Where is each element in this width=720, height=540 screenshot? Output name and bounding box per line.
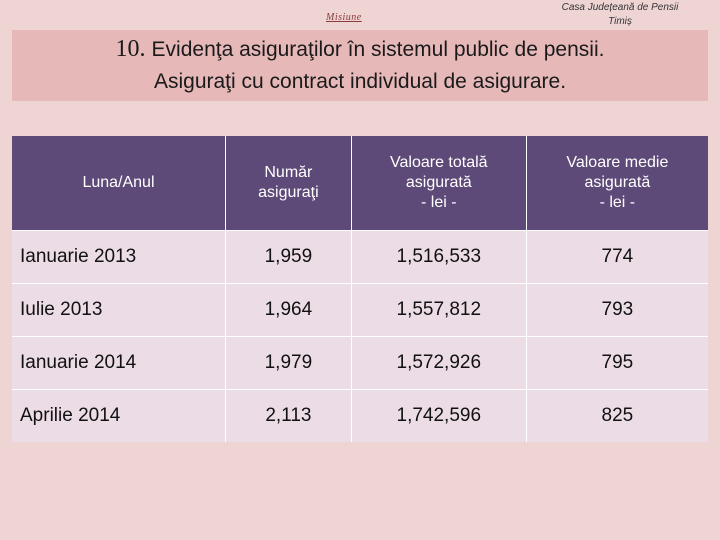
title-line-1: 10. Evidenţa asiguraţilor în sistemul pub… <box>12 36 708 63</box>
misiune-link[interactable]: Misiune <box>326 12 362 23</box>
cell-month: Ianuarie 2014 <box>12 336 226 390</box>
column-header-month: Luna/Anul <box>12 136 226 231</box>
cell-count: 1,964 <box>224 283 352 337</box>
cell-average: 825 <box>525 389 708 442</box>
column-header-count: Număr asiguraţi <box>224 136 352 231</box>
cell-month: Ianuarie 2013 <box>12 230 226 284</box>
table-row: Iulie 2013 1,964 1,557,812 793 <box>12 283 708 337</box>
cell-average: 793 <box>525 283 708 337</box>
header-line: Număr <box>264 164 313 181</box>
cell-month: Iulie 2013 <box>12 283 226 337</box>
header-line: Luna/Anul <box>82 174 155 191</box>
column-header-total: Valoare totală asigurată - lei - <box>350 136 527 231</box>
organization-name-line1: Casa Județeană de Pensii <box>561 2 679 13</box>
cell-total: 1,742,596 <box>350 389 527 442</box>
header-line: Valoare medie <box>566 154 669 171</box>
table-row: Aprilie 2014 2,113 1,742,596 825 <box>12 389 708 442</box>
cell-count: 1,979 <box>224 336 352 390</box>
header-line: - lei - <box>420 194 457 211</box>
header: Misiune Casa Județeană de Pensii Timiș <box>0 0 720 32</box>
header-line: asigurată <box>584 174 651 191</box>
column-header-average: Valoare medie asigurată - lei - <box>525 136 708 231</box>
section-number: 10. <box>115 36 146 62</box>
table-header-row: Luna/Anul Număr asiguraţi Valoare totală… <box>12 136 708 231</box>
cell-count: 2,113 <box>224 389 352 442</box>
cell-total: 1,557,812 <box>350 283 527 337</box>
cell-total: 1,572,926 <box>350 336 527 390</box>
title-banner: 10. Evidenţa asiguraţilor în sistemul pub… <box>12 30 708 101</box>
title-line-2: Asiguraţi cu contract individual de asig… <box>153 70 567 93</box>
header-line: asiguraţi <box>258 184 319 201</box>
insured-table: Luna/Anul Număr asiguraţi Valoare totală… <box>12 136 708 442</box>
title-text-1: Evidenţa asiguraţilor în sistemul public… <box>151 38 605 61</box>
cell-month: Aprilie 2014 <box>12 389 226 442</box>
organization-name-line2: Timiș <box>608 16 632 27</box>
cell-total: 1,516,533 <box>350 230 527 284</box>
cell-count: 1,959 <box>224 230 352 284</box>
cell-average: 795 <box>525 336 708 390</box>
header-line: - lei - <box>599 194 636 211</box>
table-row: Ianuarie 2013 1,959 1,516,533 774 <box>12 230 708 284</box>
cell-average: 774 <box>525 230 708 284</box>
organization-name: Casa Județeană de Pensii Timiș <box>540 1 700 29</box>
header-line: asigurată <box>405 174 472 191</box>
table-row: Ianuarie 2014 1,979 1,572,926 795 <box>12 336 708 390</box>
header-line: Valoare totală <box>390 154 488 171</box>
